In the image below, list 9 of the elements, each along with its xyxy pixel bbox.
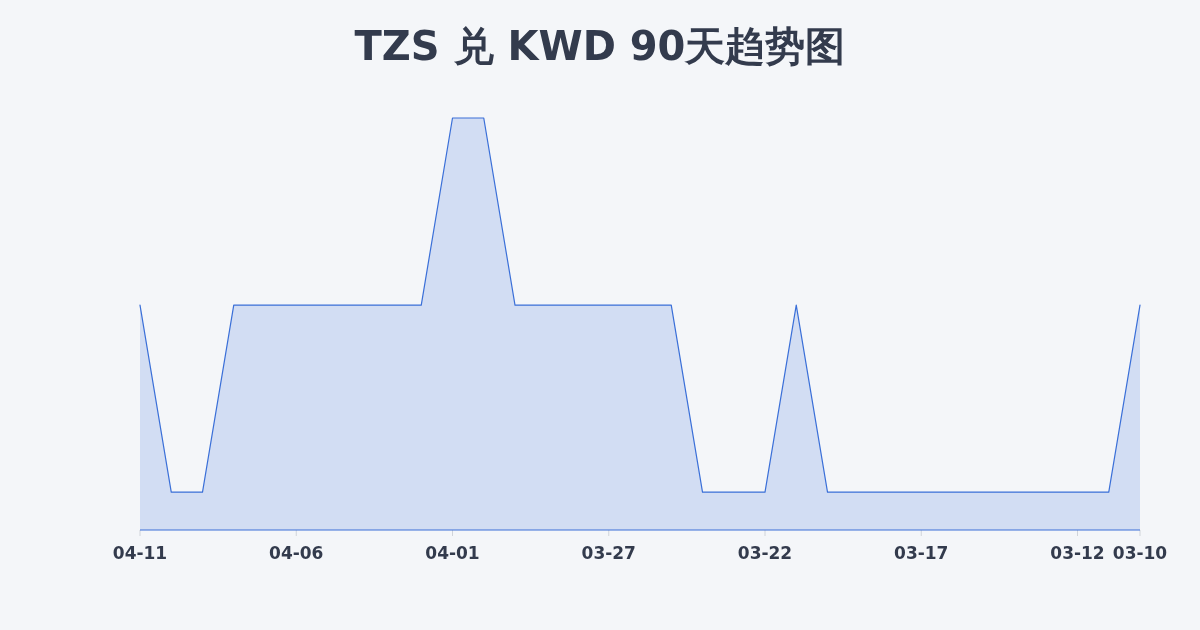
x-tick-label: 03-10	[1112, 543, 1168, 563]
x-tick-label: 04-06	[269, 543, 324, 563]
x-tick-label: 04-01	[425, 543, 480, 563]
x-tick-label: 03-22	[737, 543, 793, 563]
x-tick-label: 03-12	[1050, 543, 1105, 563]
chart-title: TZS 兑 KWD 90天趋势图	[354, 23, 846, 69]
x-tick-label: 03-27	[581, 543, 636, 563]
x-tick-label: 04-11	[112, 543, 168, 563]
x-tick-label: 03-17	[894, 543, 949, 563]
